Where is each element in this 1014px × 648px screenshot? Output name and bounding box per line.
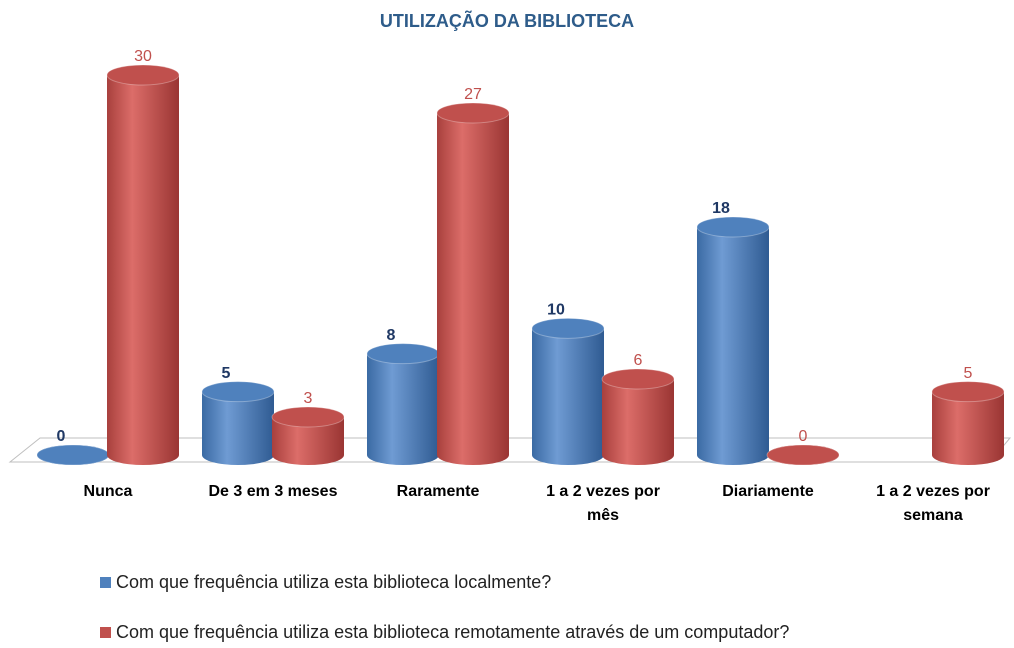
- x-tick-label: 1 a 2 vezes por semana: [876, 483, 990, 524]
- legend-swatch: [100, 627, 111, 638]
- value-label: 27: [464, 86, 482, 103]
- bar: [201, 381, 275, 465]
- bar-top: [696, 216, 770, 238]
- bar-body: [107, 75, 179, 455]
- bar-bottom: [437, 445, 509, 465]
- bar: [271, 406, 345, 465]
- bar-top: [106, 64, 180, 86]
- bar-bottom: [602, 445, 674, 465]
- bar-body: [367, 353, 439, 455]
- x-tick-label: Nunca: [83, 483, 133, 500]
- bar: [106, 64, 180, 465]
- bar-bottom: [532, 445, 604, 465]
- bar: [696, 216, 770, 465]
- bar: [366, 343, 440, 465]
- legend-item: Com que frequência utiliza esta bibliote…: [100, 572, 551, 593]
- value-label: 5: [222, 365, 231, 382]
- bar-body: [437, 113, 509, 455]
- bar-bottom: [367, 445, 439, 465]
- x-tick-label: Diariamente: [722, 483, 814, 500]
- value-label: 30: [134, 48, 152, 65]
- chart-title: UTILIZAÇÃO DA BIBLIOTECA: [380, 10, 634, 31]
- bar: [531, 317, 605, 465]
- bar-top: [436, 102, 510, 124]
- legend-item: Com que frequência utiliza esta bibliote…: [100, 622, 789, 643]
- bar-bottom: [202, 445, 274, 465]
- bar-body: [202, 391, 274, 455]
- value-label: 8: [387, 327, 396, 344]
- bar-top: [766, 444, 840, 466]
- bar-top: [931, 381, 1005, 403]
- bar-bottom: [107, 445, 179, 465]
- bar-bottom: [932, 445, 1004, 465]
- bar-bottom: [697, 445, 769, 465]
- legend-label: Com que frequência utiliza esta bibliote…: [116, 622, 790, 642]
- value-label: 10: [547, 302, 565, 319]
- bar: [931, 381, 1005, 465]
- bar-top: [601, 368, 675, 390]
- bar-bottom: [272, 445, 344, 465]
- bar-body: [532, 328, 604, 455]
- value-label: 5: [964, 365, 973, 382]
- value-label: 3: [304, 390, 313, 407]
- bar-top: [366, 343, 440, 365]
- value-label: 6: [634, 352, 643, 369]
- x-tick-label: Raramente: [396, 483, 480, 500]
- bar: [601, 368, 675, 465]
- value-label: 0: [799, 428, 808, 445]
- bar: [766, 444, 840, 466]
- bar-top: [531, 317, 605, 339]
- legend-label: Com que frequência utiliza esta bibliote…: [116, 572, 552, 592]
- bar: [436, 102, 510, 465]
- x-tick-label: De 3 em 3 meses: [208, 483, 338, 500]
- x-tick-label: 1 a 2 vezes por mês: [546, 483, 660, 524]
- value-label: 0: [57, 428, 66, 445]
- bar-top: [201, 381, 275, 403]
- bar: [36, 444, 110, 466]
- value-label: 18: [712, 200, 730, 217]
- bar-top: [36, 444, 110, 466]
- bar-body: [932, 391, 1004, 455]
- bar-body: [697, 227, 769, 455]
- legend-swatch: [100, 577, 111, 588]
- bar-body: [602, 379, 674, 455]
- bar-top: [271, 406, 345, 428]
